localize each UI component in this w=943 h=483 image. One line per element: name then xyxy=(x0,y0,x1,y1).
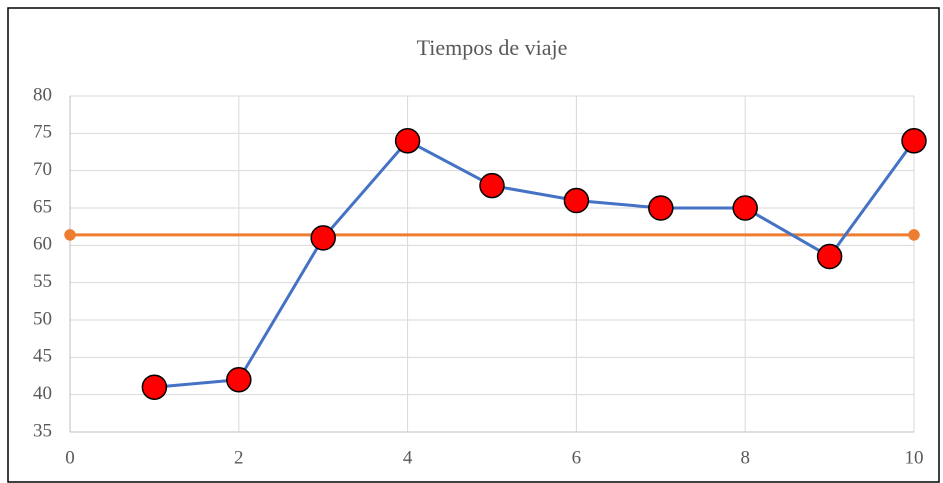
y-tick-label: 80 xyxy=(33,84,52,105)
point-marker xyxy=(64,229,76,241)
y-tick-label: 45 xyxy=(33,346,52,367)
y-tick-label: 40 xyxy=(33,383,52,404)
point-marker xyxy=(563,187,590,214)
y-tick-label: 65 xyxy=(33,196,52,217)
y-tick-label: 55 xyxy=(33,271,52,292)
chart-title: Tiempos de viaje xyxy=(417,35,568,60)
x-tick-label: 6 xyxy=(572,447,582,468)
y-tick-label: 50 xyxy=(33,308,52,329)
point-marker xyxy=(732,195,758,221)
point-marker xyxy=(901,128,927,154)
y-tick-label: 70 xyxy=(33,159,52,180)
x-tick-label: 8 xyxy=(740,447,750,468)
x-tick-label: 0 xyxy=(65,447,75,468)
y-tick-label: 75 xyxy=(33,122,52,143)
x-tick-label: 4 xyxy=(403,447,413,468)
point-marker xyxy=(479,172,505,199)
point-marker xyxy=(141,374,168,400)
x-tick-label: 10 xyxy=(905,447,924,468)
point-marker xyxy=(226,366,252,393)
point-marker xyxy=(310,225,336,251)
x-tick-label: 2 xyxy=(234,447,244,468)
point-marker xyxy=(816,243,843,270)
series-line xyxy=(154,138,916,389)
point-marker xyxy=(908,229,920,241)
y-tick-label: 60 xyxy=(33,234,52,255)
y-tick-label: 35 xyxy=(33,420,52,441)
point-marker xyxy=(648,195,674,221)
point-marker xyxy=(394,128,421,154)
